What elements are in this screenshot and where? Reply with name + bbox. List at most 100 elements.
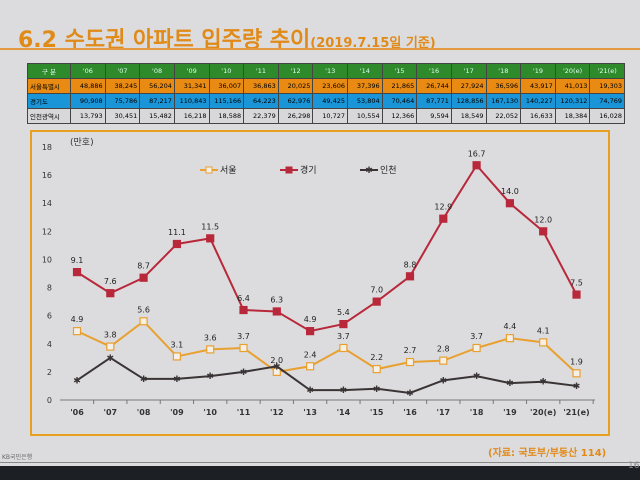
data-point xyxy=(539,338,548,347)
data-point xyxy=(472,161,481,170)
data-label: 2.8 xyxy=(437,345,450,354)
data-point xyxy=(106,342,115,351)
data-point xyxy=(139,317,148,326)
table-cell: 56,204 xyxy=(139,78,175,94)
data-point xyxy=(106,289,115,298)
table-cell: 38,245 xyxy=(104,78,141,94)
data-point: ✱ xyxy=(373,385,381,395)
table-cell: 15,482 xyxy=(139,108,175,124)
table-cell: 128,856 xyxy=(450,93,487,109)
table-cell: 49,425 xyxy=(312,93,348,109)
data-label: 9.1 xyxy=(71,256,84,265)
table-cell: '20(e) xyxy=(554,63,591,79)
table-row: 서울특별시 48,886 38,245 56,204 31,341 36,007 36,86… xyxy=(27,78,625,94)
data-point: ✱ xyxy=(240,368,248,378)
table-cell: 18,588 xyxy=(208,108,245,124)
data-point xyxy=(239,343,248,353)
legend-marker xyxy=(285,166,293,174)
table-cell: 53,804 xyxy=(347,93,383,109)
table-cell: '15 xyxy=(381,63,418,79)
series-line-0 xyxy=(76,319,578,375)
table-cell: 26,298 xyxy=(277,108,314,124)
x-tick-label: '19 xyxy=(503,408,517,417)
data-label: 8.8 xyxy=(404,260,417,269)
data-label: 2.7 xyxy=(404,346,417,355)
data-point: ✱ xyxy=(506,379,514,389)
data-label: 7.5 xyxy=(570,279,583,288)
table-cell: 30,451 xyxy=(104,108,141,124)
data-point: ✱ xyxy=(173,375,181,385)
data-point xyxy=(206,345,215,354)
table-cell: 70,464 xyxy=(381,93,418,109)
x-tick-label: '10 xyxy=(203,408,217,417)
data-label: 3.1 xyxy=(171,340,184,349)
y-tick-label: 12 xyxy=(42,227,52,236)
table-cell: 41,013 xyxy=(554,78,591,94)
table-cell: 18,384 xyxy=(554,108,591,124)
x-tick-label: '14 xyxy=(337,408,351,417)
x-tick-label: '17 xyxy=(437,408,451,417)
data-label: 4.4 xyxy=(504,322,517,331)
data-point xyxy=(405,272,415,281)
data-point xyxy=(439,356,448,365)
chart-frame xyxy=(30,130,610,436)
table-cell: '14 xyxy=(347,63,383,79)
x-tick-label: '16 xyxy=(403,408,417,417)
table-cell: 74,769 xyxy=(589,93,625,109)
table-cell: '16 xyxy=(416,63,452,79)
y-axis-label: (만호) xyxy=(70,137,94,148)
y-tick-label: 4 xyxy=(47,340,52,349)
legend-marker: ✱ xyxy=(365,166,373,176)
data-point xyxy=(372,297,381,306)
table-cell: 10,554 xyxy=(347,108,383,124)
data-label: 14.0 xyxy=(501,187,519,196)
table-cell: 36,007 xyxy=(208,78,245,94)
data-label: 16.7 xyxy=(468,149,486,158)
data-point: ✱ xyxy=(273,362,281,372)
x-tick-label: '06 xyxy=(70,408,84,417)
data-label: 2.0 xyxy=(270,356,283,365)
data-point xyxy=(339,343,348,353)
data-label: 11.1 xyxy=(168,228,186,237)
x-tick-label: '21(e) xyxy=(563,408,589,417)
table-cell: '12 xyxy=(277,63,314,79)
data-label: 12.0 xyxy=(534,215,552,224)
title-divider xyxy=(0,48,640,50)
y-tick-label: 2 xyxy=(47,368,52,377)
x-tick-label: '18 xyxy=(470,408,484,417)
data-point: ✱ xyxy=(473,372,481,382)
table-cell: 구 분 xyxy=(27,63,71,79)
data-point xyxy=(172,352,181,361)
data-label: 6.4 xyxy=(237,294,250,303)
data-point xyxy=(306,362,315,371)
data-point: ✱ xyxy=(73,376,81,386)
data-point xyxy=(472,343,481,353)
data-point: ✱ xyxy=(340,386,348,396)
data-label: 3.8 xyxy=(104,331,117,340)
y-tick-label: 0 xyxy=(47,396,52,405)
table-cell: 20,025 xyxy=(277,78,314,94)
table-cell: 10,727 xyxy=(312,108,348,124)
data-label: 11.5 xyxy=(201,222,219,231)
data-point xyxy=(239,305,248,315)
data-label: 1.9 xyxy=(570,357,583,366)
x-tick-label: '11 xyxy=(237,408,251,417)
x-tick-label: '12 xyxy=(270,408,284,417)
legend-label: 경기 xyxy=(300,164,317,176)
legend-marker xyxy=(205,166,213,174)
data-label: 5.6 xyxy=(137,305,150,314)
series-line-2 xyxy=(76,356,577,394)
data-label: 3.7 xyxy=(337,332,350,341)
table-cell: '11 xyxy=(243,63,279,79)
data-point xyxy=(272,307,281,316)
data-label: 4.9 xyxy=(304,315,317,324)
data-label: 3.6 xyxy=(204,333,217,342)
data-point: ✱ xyxy=(573,382,581,392)
data-label: 5.4 xyxy=(337,308,350,317)
table-cell: 16,218 xyxy=(173,108,210,124)
table-cell: 140,227 xyxy=(520,93,556,109)
supply-table: 구 분 '06'07'08'09'10'11'12'13'14'15'16'17 '… xyxy=(27,63,625,124)
data-point: ✱ xyxy=(306,386,314,396)
data-point: ✱ xyxy=(539,378,547,388)
data-point xyxy=(72,327,82,336)
